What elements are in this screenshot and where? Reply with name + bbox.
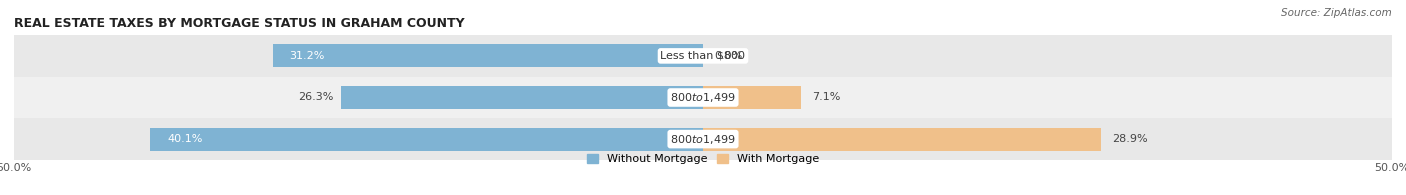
Text: 31.2%: 31.2% bbox=[290, 51, 325, 61]
Text: $800 to $1,499: $800 to $1,499 bbox=[671, 91, 735, 104]
Legend: Without Mortgage, With Mortgage: Without Mortgage, With Mortgage bbox=[588, 154, 818, 164]
Text: Less than $800: Less than $800 bbox=[661, 51, 745, 61]
Bar bbox=[340, 86, 703, 109]
Text: 26.3%: 26.3% bbox=[298, 92, 333, 103]
Bar bbox=[150, 128, 703, 151]
Bar bbox=[14, 118, 1392, 160]
Text: $800 to $1,499: $800 to $1,499 bbox=[671, 133, 735, 146]
Text: Source: ZipAtlas.com: Source: ZipAtlas.com bbox=[1281, 8, 1392, 18]
Bar bbox=[703, 128, 1101, 151]
Text: 40.1%: 40.1% bbox=[167, 134, 202, 144]
Bar bbox=[703, 86, 801, 109]
Bar bbox=[273, 44, 703, 67]
Text: 0.0%: 0.0% bbox=[714, 51, 742, 61]
Bar bbox=[14, 77, 1392, 118]
Text: 7.1%: 7.1% bbox=[811, 92, 841, 103]
Text: 28.9%: 28.9% bbox=[1112, 134, 1147, 144]
Text: REAL ESTATE TAXES BY MORTGAGE STATUS IN GRAHAM COUNTY: REAL ESTATE TAXES BY MORTGAGE STATUS IN … bbox=[14, 17, 465, 30]
Bar bbox=[14, 35, 1392, 77]
